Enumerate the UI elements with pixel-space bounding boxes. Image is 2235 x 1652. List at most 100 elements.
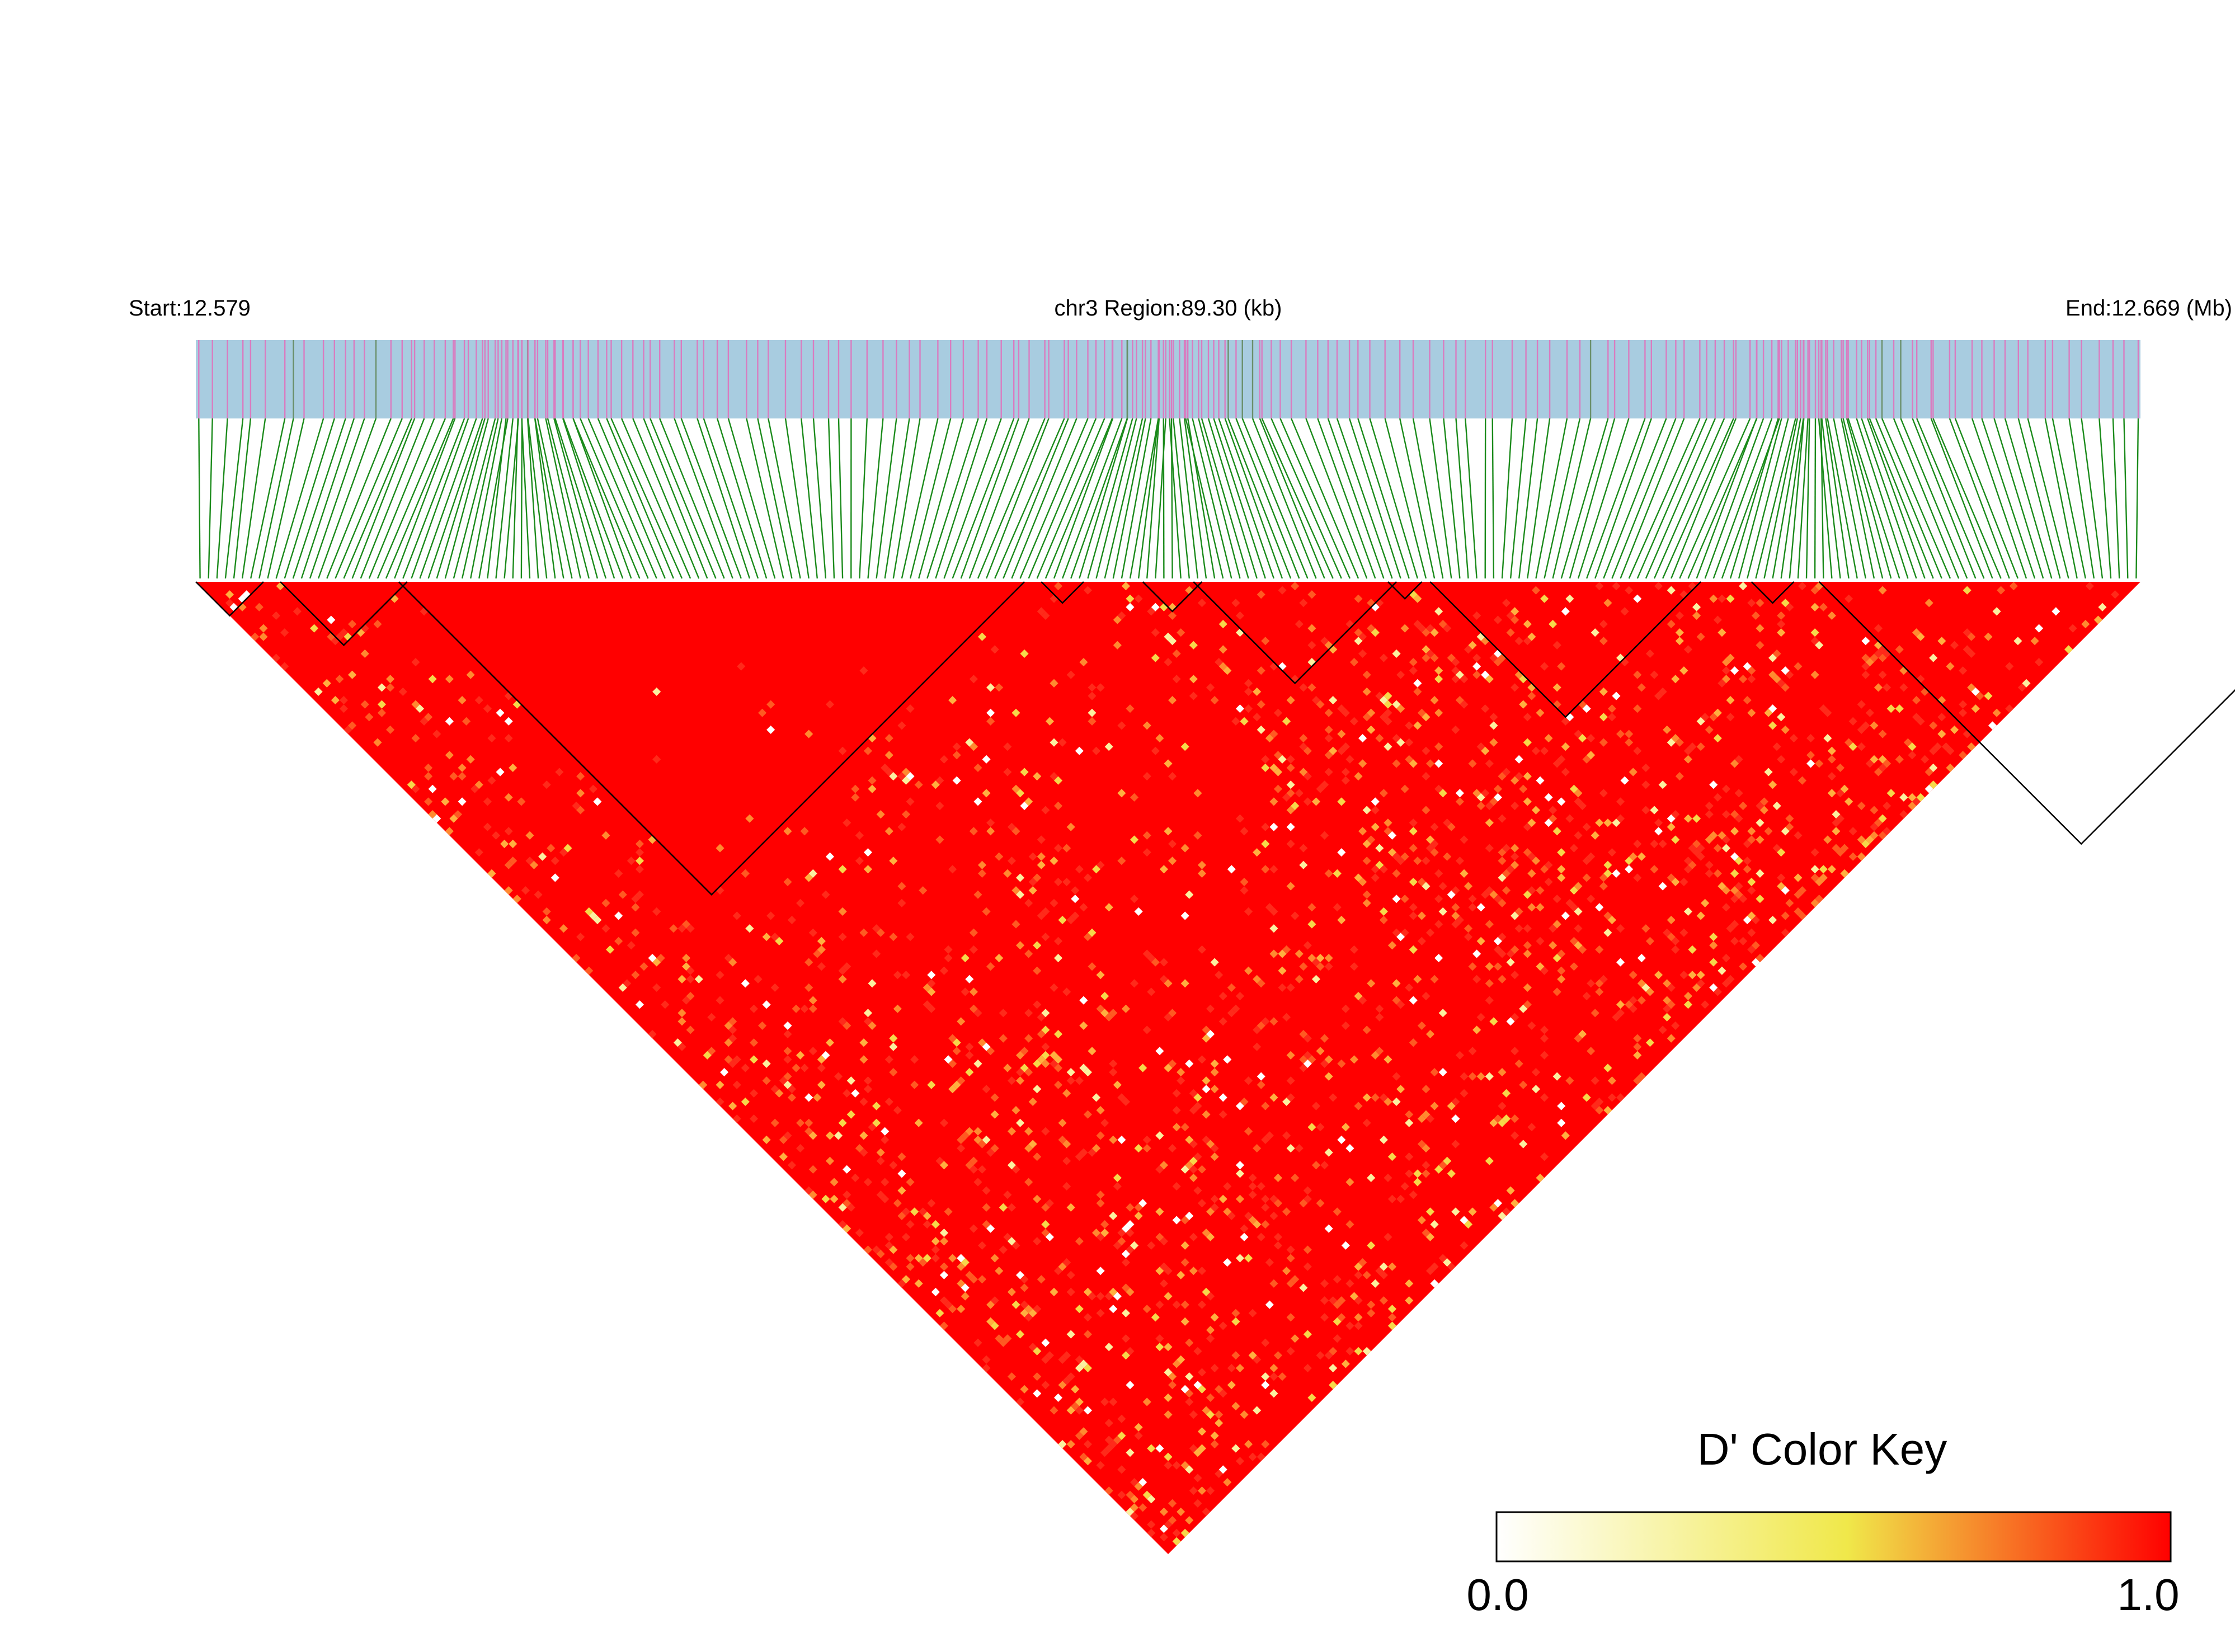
ld-cell xyxy=(1045,717,1054,726)
ld-cell xyxy=(754,975,763,983)
ld-cell xyxy=(931,1245,940,1254)
ld-cell xyxy=(817,1063,826,1072)
ld-cell xyxy=(1612,818,1621,827)
ld-cell xyxy=(1235,1169,1244,1178)
ld-cell xyxy=(1134,1431,1143,1440)
ld-cell xyxy=(1202,1110,1211,1119)
ld-cell xyxy=(1011,1241,1020,1250)
ld-cell xyxy=(1218,1321,1227,1330)
ld-cell xyxy=(1777,848,1786,857)
ld-cell xyxy=(948,696,957,705)
ld-cell xyxy=(1079,1063,1088,1072)
ld-cell xyxy=(1603,1063,1612,1072)
ld-cell xyxy=(1815,895,1824,903)
ld-cell xyxy=(1848,827,1857,836)
ld-cell xyxy=(1552,920,1561,929)
ld-cell xyxy=(724,1021,733,1030)
ld-cell xyxy=(1721,844,1730,853)
ld-cell xyxy=(1396,933,1405,942)
ld-cell xyxy=(1836,848,1845,857)
ld-cell xyxy=(1692,839,1701,849)
ld-cell xyxy=(1511,1131,1519,1140)
ld-cell xyxy=(1726,924,1735,933)
ld-cell xyxy=(1963,586,1971,595)
ld-cell xyxy=(1054,801,1063,811)
ld-cell xyxy=(1324,708,1333,717)
ld-cell xyxy=(1511,971,1519,980)
ld-cell xyxy=(386,725,395,734)
ld-cell xyxy=(534,890,543,899)
ld-cell xyxy=(1417,1114,1426,1123)
ld-cell xyxy=(1713,793,1722,802)
ld-cell xyxy=(1544,860,1553,869)
ld-cell xyxy=(1320,637,1329,646)
ld-cell xyxy=(732,1114,741,1123)
ld-cell xyxy=(453,810,463,819)
ld-cell xyxy=(1320,1034,1329,1043)
ld-cell xyxy=(1815,878,1824,887)
ld-cell xyxy=(1641,983,1650,992)
ld-cell xyxy=(952,776,961,785)
ld-cell xyxy=(1616,1093,1625,1102)
ld-cell xyxy=(1498,856,1507,865)
ld-cell xyxy=(1531,1085,1540,1094)
ld-cell xyxy=(1430,1262,1439,1271)
ld-cell xyxy=(1177,1076,1185,1085)
ld-cell xyxy=(986,827,995,836)
snp-connector xyxy=(985,418,1050,579)
ld-cell xyxy=(509,763,517,772)
ld-cell xyxy=(1481,789,1490,798)
ld-cell xyxy=(884,1258,893,1267)
ld-cell xyxy=(1075,1406,1084,1415)
ld-cell xyxy=(1261,865,1270,874)
ld-cell xyxy=(1472,789,1481,798)
ld-cell xyxy=(1100,1448,1109,1457)
ld-cell xyxy=(939,1161,949,1170)
ld-cell xyxy=(1781,827,1790,836)
ld-cell xyxy=(1683,645,1692,654)
ld-cell xyxy=(1316,1351,1325,1360)
ld-cell xyxy=(1582,704,1591,713)
ld-cell xyxy=(1633,1076,1642,1085)
snp-connector xyxy=(275,418,324,579)
ld-cell xyxy=(1066,1330,1075,1339)
ld-cell xyxy=(1113,1173,1122,1182)
ld-cell xyxy=(1083,1068,1092,1077)
ld-cell xyxy=(1269,1017,1278,1026)
ld-cell xyxy=(1549,806,1558,815)
snp-connector xyxy=(1827,418,1858,579)
ld-cell xyxy=(1371,806,1380,815)
ld-cell xyxy=(1434,675,1443,684)
ld-cell xyxy=(1257,666,1265,675)
ld-cell xyxy=(1142,721,1151,730)
ld-cell xyxy=(1645,936,1654,945)
snp-connector xyxy=(1317,418,1376,579)
ld-cell xyxy=(1425,1232,1435,1241)
ld-cell xyxy=(808,1165,817,1174)
ld-cell xyxy=(1502,1089,1511,1098)
ld-cell xyxy=(1861,839,1870,849)
snp-connector xyxy=(1930,418,1993,579)
ld-cell xyxy=(474,780,483,789)
ld-cell xyxy=(563,844,572,853)
ld-cell xyxy=(1197,1444,1206,1453)
ld-cell xyxy=(1096,1292,1105,1301)
ld-cell xyxy=(1607,1076,1616,1085)
ld-cell xyxy=(1316,1047,1325,1056)
ld-cell xyxy=(1565,898,1574,907)
ld-cell xyxy=(445,827,454,836)
ld-cell xyxy=(1616,958,1625,967)
ld-cell xyxy=(1261,1440,1270,1449)
ld-cell xyxy=(1679,878,1688,887)
ld-cell xyxy=(969,987,978,996)
ld-cell xyxy=(1168,696,1177,705)
ld-cell xyxy=(1552,759,1561,768)
ld-cell xyxy=(1324,1224,1333,1233)
ld-block-outline xyxy=(1142,581,1203,613)
ld-cell xyxy=(1126,1347,1135,1356)
ld-cell xyxy=(1197,599,1206,608)
ld-cell xyxy=(1785,898,1794,907)
ld-cell xyxy=(1367,835,1376,844)
ld-cell xyxy=(339,628,348,637)
ld-cell xyxy=(1557,755,1566,764)
